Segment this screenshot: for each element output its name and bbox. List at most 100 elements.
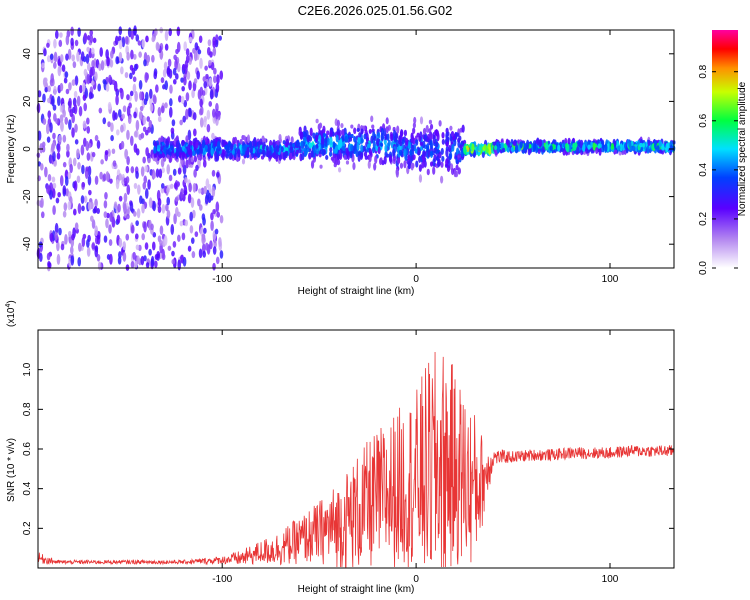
spectrogram-cell [370, 135, 374, 144]
spectrogram-cell [377, 146, 381, 155]
spectrogram-cell [258, 148, 263, 153]
spectrogram-cell [43, 48, 47, 57]
spectrogram-cell [154, 28, 158, 36]
spectrogram-cell [66, 150, 70, 158]
spectrogram-cell [145, 262, 150, 268]
spectrogram-cell [342, 145, 346, 151]
spectrogram-cell [142, 181, 147, 190]
spectrogram-cell [233, 143, 237, 150]
spectrogram-cell [116, 129, 120, 136]
spectrogram-cell [197, 89, 202, 100]
spectrogram-cell [117, 108, 122, 118]
spectrogram-cell [344, 135, 348, 143]
spectrogram-cell [207, 39, 212, 47]
spectrogram-cell [143, 221, 147, 233]
spectrogram-cell [326, 137, 331, 146]
spectrogram-cell [197, 154, 201, 161]
spectrogram-cell [103, 211, 108, 218]
spectrogram-cell [109, 253, 113, 265]
spectrogram-cell [213, 67, 217, 75]
spectrogram-cell [73, 90, 78, 98]
spectrogram-cell [74, 123, 78, 133]
spectrogram-cell [105, 171, 110, 182]
snr-x-tick-label: 0 [413, 574, 419, 585]
spectrogram-cell [419, 141, 423, 146]
spectrogram-cell [155, 84, 159, 93]
snr-series-line [37, 351, 675, 568]
spectrogram-cell [389, 155, 393, 163]
spectrogram-cell [152, 232, 157, 238]
spectrogram-cell [617, 145, 621, 151]
spectrogram-cell [67, 171, 72, 180]
spectrogram-cell [523, 142, 527, 152]
spectrogram-cell [164, 43, 169, 51]
spectrogram-cell [197, 49, 202, 55]
spectrogram-cell [168, 106, 173, 118]
spectrogram-cell [89, 29, 94, 37]
spectrogram-cell [367, 160, 371, 169]
spectrogram-cell [46, 55, 51, 63]
spectrogram-cell [492, 141, 496, 146]
spectrogram-cell [115, 56, 119, 65]
spectrogram-cell [135, 220, 139, 227]
spectrogram-cell [50, 73, 54, 84]
spectrogram-cell [44, 77, 48, 83]
spectrogram-cell [59, 82, 64, 92]
spectrogram-cell [403, 148, 407, 157]
spectrogram-cell [203, 116, 208, 123]
spectrogram-cell [46, 184, 50, 194]
spectrogram-cell [197, 198, 201, 207]
spectrogram-cell [111, 79, 116, 86]
spectrogram-cell [103, 235, 108, 243]
spectrogram-cell [129, 90, 134, 97]
spectrogram-cell [164, 30, 169, 42]
spectrogram-cell [194, 231, 199, 238]
spectrogram-cell [219, 215, 224, 224]
spectrogram-cell [175, 48, 179, 55]
spectrogram-cell [58, 39, 63, 48]
spectrogram-y-tick-label: 20 [22, 95, 33, 107]
spectrogram-cell [136, 208, 141, 219]
spectrogram-cell [126, 94, 130, 101]
spectrogram-cell [422, 155, 426, 164]
spectrogram-cell [200, 187, 205, 195]
spectrogram-cell [196, 70, 200, 80]
spectrogram-cell [365, 132, 369, 141]
spectrogram-cell [72, 157, 77, 167]
spectrogram-cell [133, 53, 137, 60]
spectrogram-cell [202, 217, 206, 226]
spectrogram-cell [54, 231, 58, 241]
spectrogram-cell [332, 141, 336, 150]
spectrogram-y-label: Frequency (Hz) [6, 115, 17, 184]
spectrogram-cell [76, 175, 81, 183]
spectrogram-cell [326, 130, 330, 136]
spectrogram-cell [150, 255, 155, 268]
spectrogram-cell [510, 146, 514, 152]
spectrogram-cell [122, 251, 127, 262]
spectrogram-cell [295, 149, 299, 155]
spectrogram-cell [445, 132, 449, 139]
spectrogram-cell [414, 148, 418, 154]
spectrogram-cell [107, 101, 112, 110]
spectrogram-cell [59, 32, 63, 38]
spectrogram-cell [59, 54, 64, 63]
spectrogram-cell [398, 140, 402, 145]
spectrogram-cell [140, 166, 145, 177]
spectrogram-cell [180, 77, 184, 83]
spectrogram-cell [647, 139, 651, 146]
spectrogram-cell [325, 155, 329, 161]
spectrogram-cell [175, 73, 179, 80]
spectrogram-cell [94, 225, 99, 237]
spectrogram-cell [113, 201, 118, 209]
spectrogram-cell [130, 224, 135, 234]
spectrogram-cell [428, 119, 433, 125]
spectrogram-cell [194, 42, 199, 51]
spectrogram-cell [110, 122, 114, 133]
spectrogram-cell [448, 144, 452, 153]
spectrogram-cell [165, 203, 169, 212]
spectrogram-x-label: Height of straight line (km) [298, 286, 415, 297]
spectrogram-cell [380, 127, 384, 136]
spectrogram-cell [152, 200, 157, 212]
spectrogram-marks [36, 25, 676, 272]
spectrogram-cell [120, 124, 124, 133]
